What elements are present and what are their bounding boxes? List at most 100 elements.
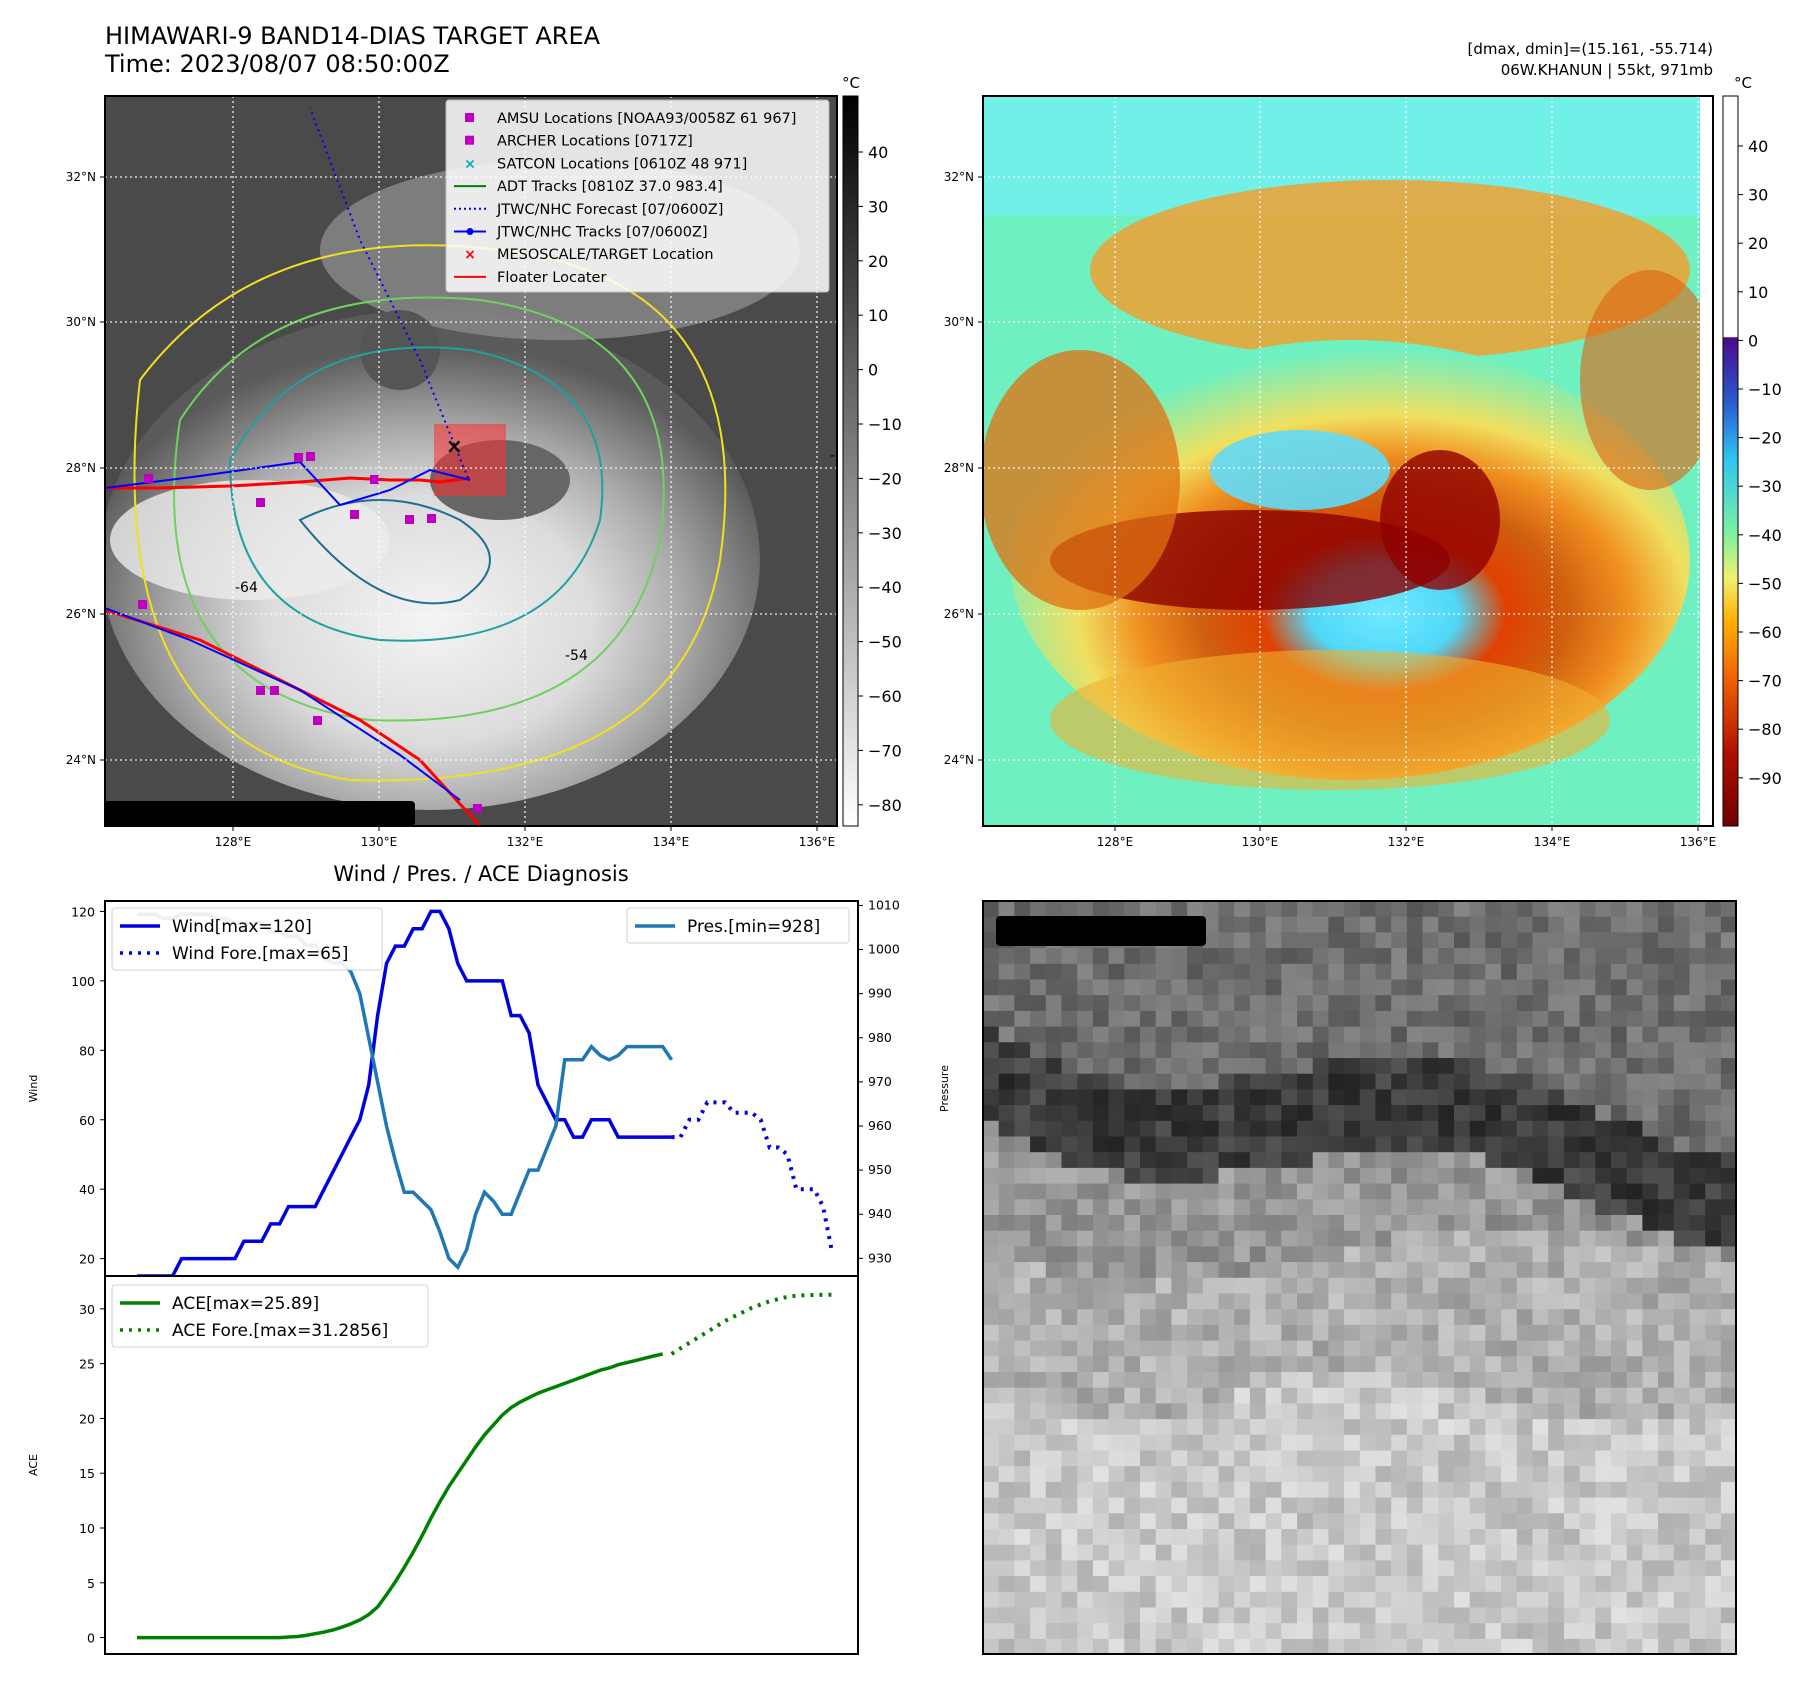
- figure-time: Time: 2023/08/07 08:50:00Z: [104, 50, 450, 78]
- colorbar-tick-label: 40: [868, 143, 888, 162]
- colorbar-tick-label: −60: [1748, 623, 1782, 642]
- lon-tick-label: 128°E: [1097, 835, 1134, 849]
- colorbar-tick-label: −20: [1748, 429, 1782, 448]
- mesoscale-target-box: [434, 424, 506, 496]
- colorbar-tick-label: 30: [868, 197, 888, 216]
- contour-label: -54: [565, 648, 588, 664]
- storm-info: 06W.KHANUN | 55kt, 971mb: [1501, 61, 1713, 79]
- colorbar-tick-label: −70: [868, 741, 902, 760]
- lat-tick-label: 30°N: [66, 315, 96, 329]
- legend-entry: ARCHER Locations [0717Z]: [465, 134, 693, 150]
- ir-colorbar-unit: °C: [842, 74, 860, 92]
- enhanced-colorbar-unit: °C: [1734, 74, 1752, 92]
- legend-label: Floater Locater: [497, 270, 606, 286]
- y-tick-label: 10: [79, 1521, 95, 1536]
- colorbar-tick-label: 20: [1748, 234, 1768, 253]
- lon-tick-label: 132°E: [1388, 835, 1425, 849]
- floater-locater-track: [105, 476, 471, 490]
- lat-tick-label: 30°N: [944, 315, 974, 329]
- colorbar-tick-label: −20: [868, 469, 902, 488]
- colorbar-tick-label: −50: [1748, 574, 1782, 593]
- colorbar-tick-label: −30: [868, 524, 902, 543]
- ir-gridlines: [105, 96, 837, 826]
- contour-label: -31: [830, 448, 853, 464]
- lon-tick-label: 132°E: [507, 835, 544, 849]
- colorbar-tick-label: −40: [868, 578, 902, 597]
- y2-tick-label: 930: [868, 1250, 892, 1265]
- y2-tick-label: 940: [868, 1206, 892, 1221]
- jtwc-track-south: [105, 607, 461, 801]
- lon-tick-label: 130°E: [1242, 835, 1279, 849]
- colorbar-tick-label: 40: [1748, 137, 1768, 156]
- floater-locater-track-south: [105, 608, 482, 826]
- lat-tick-label: 26°N: [66, 607, 96, 621]
- y-tick-label: 25: [79, 1357, 95, 1372]
- colorbar-tick-label: 20: [868, 252, 888, 271]
- y-tick-label: 80: [79, 1043, 95, 1058]
- lat-tick-label: 28°N: [944, 461, 974, 475]
- y-tick-label: 20: [79, 1411, 95, 1426]
- legend-label: MESOSCALE/TARGET Location: [497, 247, 714, 263]
- legend-label: JTWC/NHC Forecast [07/0600Z]: [496, 202, 723, 218]
- y-tick-label: 30: [79, 1302, 95, 1317]
- contour-label: -64: [235, 580, 258, 596]
- series-line: [137, 909, 672, 1278]
- lat-tick-label: 32°N: [944, 170, 974, 184]
- y2-tick-label: 1010: [868, 897, 900, 912]
- legend-label: Pres.[min=928]: [687, 917, 820, 937]
- lon-tick-label: 136°E: [1680, 835, 1717, 849]
- colorbar-tick-label: −10: [868, 415, 902, 434]
- colorbar-tick-label: 0: [1748, 331, 1758, 350]
- ir-map-panel: × -64 -54 -31 AMSU Locations [NOAA93/005…: [66, 74, 902, 849]
- dmax-dmin-readout: [dmax, dmin]=(15.161, -55.714): [1468, 40, 1713, 58]
- y2-tick-label: 950: [868, 1162, 892, 1177]
- lat-tick-label: 28°N: [66, 461, 96, 475]
- legend-entry: × SATCON Locations [0610Z 48 971]: [464, 156, 747, 172]
- legend-label: ACE[max=25.89]: [172, 1294, 319, 1314]
- series-line: [671, 1100, 834, 1253]
- y2-axis-label: Pressure: [938, 1065, 951, 1112]
- legend-label: ADT Tracks [0810Z 37.0 983.4]: [497, 179, 723, 195]
- colorbar-tick-label: −80: [1748, 720, 1782, 739]
- y2-tick-label: 980: [868, 1030, 892, 1045]
- colorbar-tick-label: −50: [868, 633, 902, 652]
- colorbar-tick-label: −10: [1748, 380, 1782, 399]
- colorbar-tick-label: −40: [1748, 526, 1782, 545]
- enhanced-map-frame: [982, 95, 1714, 827]
- jtwc-track-north: [105, 460, 471, 507]
- colorbar-tick-label: −70: [1748, 672, 1782, 691]
- y2-tick-label: 990: [868, 986, 892, 1001]
- colorbar-tick-label: −60: [868, 687, 902, 706]
- y2-tick-label: 970: [868, 1074, 892, 1089]
- lon-tick-label: 128°E: [215, 835, 252, 849]
- diagnosis-title: Wind / Pres. / ACE Diagnosis: [333, 862, 628, 886]
- legend-label: ARCHER Locations [0717Z]: [497, 134, 693, 150]
- chart-legend: Pres.[min=928]: [626, 907, 850, 944]
- y-axis-label: ACE: [27, 1454, 40, 1476]
- wmg-panel: WMG Count: 506: [982, 900, 1737, 1655]
- legend-label: AMSU Locations [NOAA93/0058Z 61 967]: [497, 111, 796, 127]
- lon-tick-label: 134°E: [653, 835, 690, 849]
- legend-label: JTWC/NHC Tracks [07/0600Z]: [496, 225, 708, 241]
- colorbar-tick-label: −90: [1748, 769, 1782, 788]
- figure-title: HIMAWARI-9 BAND14-DIAS TARGET AREA: [105, 22, 601, 50]
- y-tick-label: 20: [79, 1252, 95, 1267]
- legend-dot-marker: [466, 228, 474, 235]
- colorbar-tick-label: 30: [1748, 186, 1768, 205]
- y2-tick-label: 1000: [868, 942, 900, 957]
- colorbar-tick-label: −30: [1748, 477, 1782, 496]
- wmg-frame: [982, 900, 1737, 1655]
- copyright-label: Copyright © 2020-2023 Dapiya: [110, 805, 389, 824]
- lon-tick-label: 130°E: [361, 835, 398, 849]
- colorbar-tick-label: −80: [868, 796, 902, 815]
- colorbar-tick-label: 0: [868, 361, 878, 380]
- lon-tick-label: 136°E: [799, 835, 836, 849]
- wind-pressure-chart: 20 40 60 80 100 120 Wind 930 940 950 960 970 980 990 1…: [27, 897, 951, 1278]
- legend-x-marker: ×: [464, 156, 476, 172]
- legend-entry: Floater Locater: [454, 270, 606, 286]
- y-tick-label: 60: [79, 1113, 95, 1128]
- enhanced-gridlines: [983, 96, 1713, 826]
- wmg-count-label: WMG Count: 506: [1003, 921, 1182, 943]
- colorbar-tick-label: 10: [1748, 283, 1768, 302]
- ir-colorbar: [842, 95, 859, 827]
